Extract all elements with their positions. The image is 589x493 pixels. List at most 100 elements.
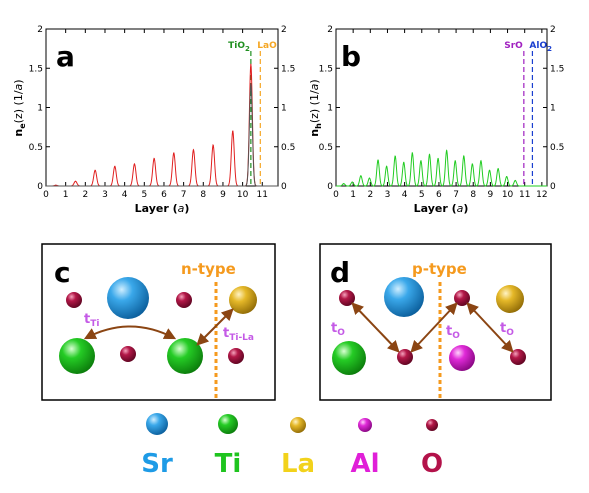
chart-b-xtick-label: 11 <box>519 190 530 200</box>
chart-b-series-peak <box>394 155 396 157</box>
chart-b-series-peak <box>360 175 362 177</box>
legend-al-swatch <box>358 418 372 432</box>
hop-label-ti-main: t <box>84 312 90 327</box>
chart-b-xtick-label: 6 <box>436 190 442 200</box>
hop-arrow-ti-la <box>196 308 234 346</box>
o-atom <box>397 349 413 365</box>
chart-b-ytick-left-label: 0.5 <box>319 143 333 153</box>
chart-a-series-peak <box>173 152 175 154</box>
chart-b-series-peak <box>377 159 379 161</box>
chart-a-ylabel-rest: (z) (1/ <box>12 90 25 123</box>
chart-a-xtick-label: 9 <box>220 190 226 200</box>
chart-a-ytick-right-label: 1 <box>281 104 287 114</box>
o-atom <box>120 346 136 362</box>
chart-a-ylabel-unit: a <box>12 83 25 90</box>
chart-b-interface-label-main: AlO <box>529 41 547 51</box>
chart-a-series-peak <box>94 169 96 171</box>
chart-a-xtick-label: 7 <box>181 190 187 200</box>
chart-a-xtick-label: 11 <box>257 190 268 200</box>
chart-a-ylabel-sub: e <box>18 123 27 129</box>
hop-arrow-o-3 <box>466 302 514 353</box>
chart-a-xtick-label: 1 <box>63 190 69 200</box>
chart-b-xtick-label: 3 <box>385 190 391 200</box>
chart-b-ylabel-rest: (z) (1/ <box>308 90 321 123</box>
chart-a-series-line <box>46 64 278 187</box>
legend-ti-swatch <box>218 414 238 434</box>
chart-b-xtick-label: 12 <box>536 190 547 200</box>
legend-o-swatch <box>426 419 438 431</box>
chart-b-xtick-label: 10 <box>502 190 514 200</box>
hop-label-o-2-sub: O <box>452 331 460 341</box>
hop-label-o-1-sub: O <box>337 328 345 338</box>
ti-atom <box>167 338 203 374</box>
diagram-c: c n-type tTi tTi-La <box>41 243 276 401</box>
svg-text:nh(z) (1/a): nh(z) (1/a) <box>308 79 323 136</box>
o-atom <box>339 290 355 306</box>
chart-a-interface-label-main: TiO <box>228 41 245 51</box>
chart-a-series-line <box>46 83 278 187</box>
legend-o-label: O <box>421 449 443 479</box>
chart-a-ytick-right-label: 0.5 <box>281 143 295 153</box>
legend-la-label: La <box>281 449 315 479</box>
chart-a-xtick-label: 2 <box>82 190 88 200</box>
chart-b-ytick-right-label: 0.5 <box>550 143 564 153</box>
chart-a-ytick-left-label: 1.5 <box>29 64 43 74</box>
chart-b-interface-label: AlO2 <box>529 41 552 53</box>
hop-label-ti-sub: Ti <box>90 319 99 329</box>
chart-b-xtick-label: 1 <box>350 190 356 200</box>
chart-a-xtick-label: 8 <box>200 190 206 200</box>
hop-label-o-1: tO <box>331 321 345 338</box>
chart-a-xlabel-close: ) <box>184 202 189 215</box>
chart-b-series-peak <box>471 163 473 165</box>
chart-a-xtick-label: 4 <box>122 190 128 200</box>
diagram-c-frame <box>41 243 276 401</box>
chart-a-xlabel-unit: a <box>178 202 185 215</box>
la-atom <box>496 285 524 313</box>
hop-label-o-2: tO <box>446 324 460 341</box>
diagram-d-panel-letter: d <box>330 256 350 289</box>
al-atom <box>449 345 475 371</box>
chart-a-interface-label-main: LaO <box>257 41 277 51</box>
chart-b-panel-letter: b <box>341 40 361 73</box>
legend-la-swatch <box>290 417 306 433</box>
chart-a-series-peak <box>212 144 214 146</box>
diagram-c-panel-letter: c <box>54 256 71 289</box>
chart-b-ylabel-close: ) <box>308 79 321 83</box>
chart-b-ylabel-main: n <box>308 129 321 137</box>
chart-a-interface-label-sub: 2 <box>245 45 250 53</box>
chart-b-xlabel-main: Layer ( <box>414 202 457 215</box>
sr-atom <box>384 277 424 317</box>
hop-label-o-3-main: t <box>500 321 506 336</box>
chart-b-xlabel-unit: a <box>457 202 464 215</box>
chart-a-ytick-left-label: 0 <box>37 182 43 192</box>
chart-a-ytick-right-label: 2 <box>281 25 287 35</box>
chart-b-series-peak <box>446 150 448 152</box>
chart-b-series-peak <box>386 165 388 167</box>
chart-b-series-peak <box>403 161 405 164</box>
hop-arrow-o-1 <box>351 302 400 353</box>
hop-label-ti-la-sub: Ti-La <box>229 333 254 343</box>
chart-b-series-peak <box>368 177 371 179</box>
chart-b-xtick-label: 4 <box>402 190 408 200</box>
chart-a-xtick-label: 0 <box>43 190 49 200</box>
hop-label-o-1-main: t <box>331 321 337 336</box>
chart-b-series-peak <box>480 160 482 162</box>
ti-atom <box>332 341 366 375</box>
chart-a-series-peak <box>250 63 252 65</box>
chart-a-series-peak <box>133 163 136 165</box>
legend-al-label: Al <box>350 449 379 479</box>
legend-sr-label: Sr <box>141 449 173 479</box>
chart-b-series-peak <box>463 155 465 157</box>
chart-b-ytick-right-label: 1 <box>550 104 556 114</box>
chart-b-interface-label-main: SrO <box>504 41 523 51</box>
chart-b-ylabel-sub: h <box>314 123 323 129</box>
hop-label-ti-la-main: t <box>223 326 229 341</box>
hop-label-ti: tTi <box>84 312 99 329</box>
chart-a-xtick-label: 10 <box>237 190 249 200</box>
chart-a-xtick-label: 6 <box>161 190 167 200</box>
svg-text:ne(z) (1/a): ne(z) (1/a) <box>12 79 27 136</box>
chart-a-ytick-right-label: 0 <box>281 182 287 192</box>
chart-a-ytick-right-label: 1.5 <box>281 64 295 74</box>
